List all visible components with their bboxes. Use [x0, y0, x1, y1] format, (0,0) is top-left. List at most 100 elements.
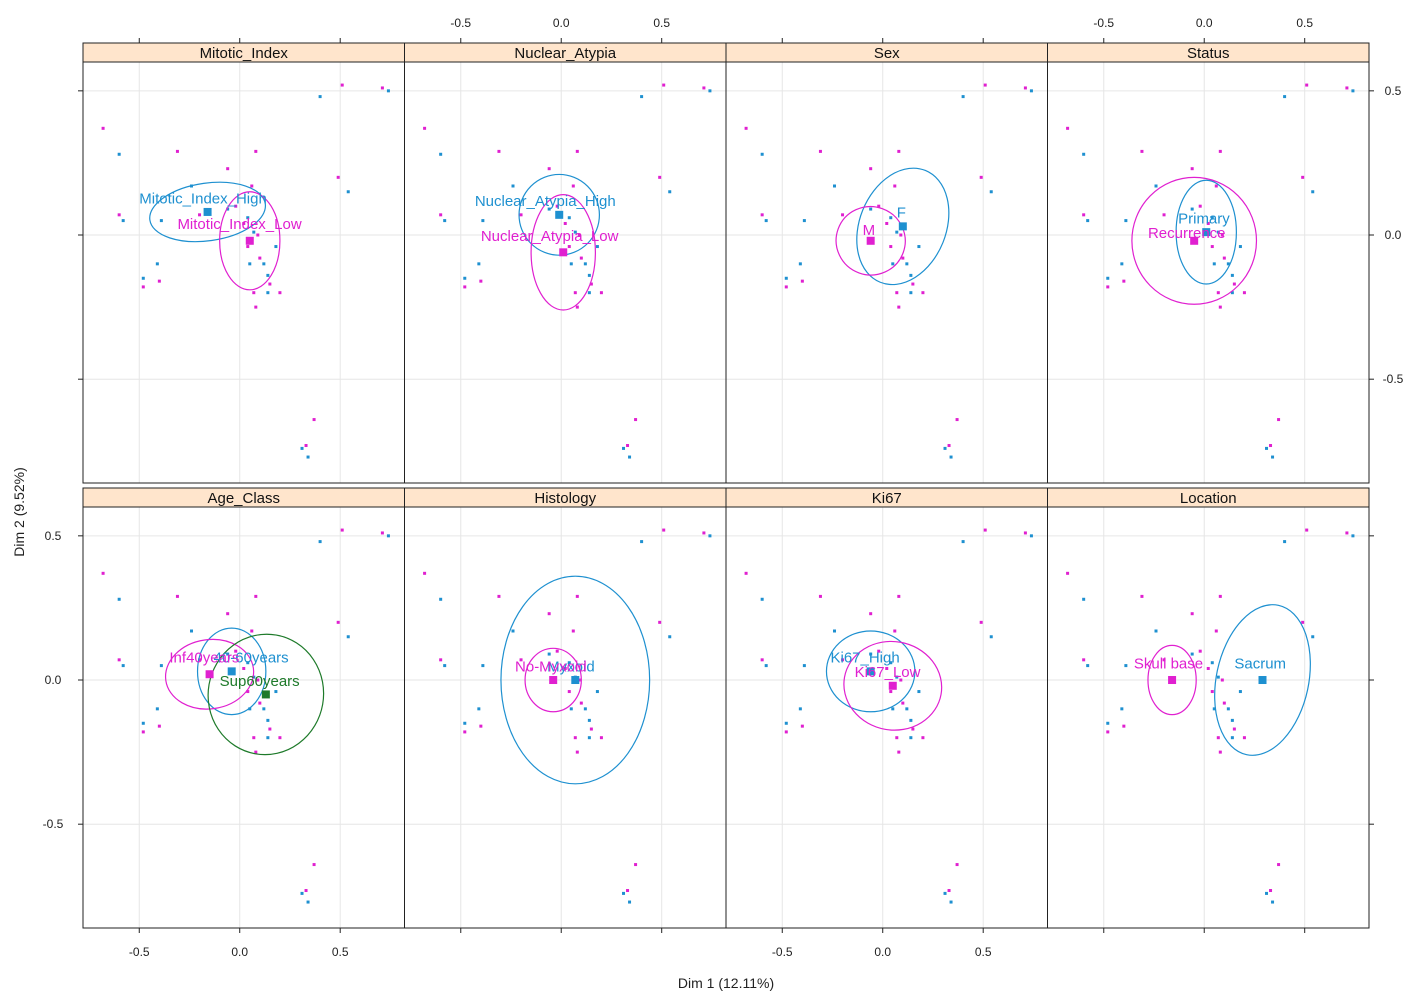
data-point: [1198, 649, 1202, 653]
data-point: [1086, 664, 1090, 668]
panel-border: [82, 61, 405, 484]
data-point: [1265, 446, 1269, 450]
data-point: [895, 230, 899, 234]
data-point: [1140, 149, 1144, 153]
data-point: [961, 540, 965, 544]
category-centroid: [549, 676, 558, 685]
data-point: [190, 629, 194, 633]
data-point: [897, 750, 901, 754]
data-point: [1106, 276, 1110, 280]
data-point: [1269, 444, 1273, 448]
data-point: [877, 649, 881, 653]
data-point: [802, 664, 806, 668]
data-point: [1190, 167, 1194, 171]
data-point: [141, 730, 145, 734]
data-point: [1232, 282, 1236, 286]
data-point: [252, 230, 256, 234]
data-point: [889, 690, 893, 694]
data-point: [708, 89, 712, 93]
data-point: [1082, 152, 1086, 156]
data-point: [949, 455, 953, 459]
data-point: [634, 863, 638, 867]
data-point: [266, 291, 270, 295]
data-point: [423, 126, 427, 130]
data-point: [1216, 675, 1220, 679]
data-point: [250, 184, 254, 188]
data-point: [911, 282, 915, 286]
data-point: [1351, 89, 1355, 93]
confidence-ellipse: [524, 647, 582, 713]
outer-axes: -0.5 0.0 0.5 -0.5 0.0 0.5 -0.5 0.0 0.5 -0.5 0.0 0.5…: [43, 16, 1404, 959]
data-point: [1082, 213, 1086, 217]
panel-border: [404, 61, 727, 484]
data-point: [1232, 727, 1236, 731]
data-point: [1122, 279, 1126, 283]
data-point: [567, 690, 571, 694]
panel-mitotic_index: Mitotic_Index Mitotic_Index_High Mitotic_I…: [82, 42, 405, 484]
data-point: [897, 149, 901, 153]
data-point: [1230, 273, 1234, 277]
panel-location: Location Sacrum Skull base: [1047, 487, 1370, 929]
data-point: [1086, 219, 1090, 223]
data-point: [234, 649, 238, 653]
data-point: [1301, 620, 1305, 624]
data-point: [547, 612, 551, 616]
data-point: [1023, 531, 1027, 535]
data-point: [1190, 652, 1194, 656]
data-point: [1277, 863, 1281, 867]
category-label: No-Myxoid: [515, 658, 587, 675]
data-point: [833, 184, 837, 188]
data-point: [622, 446, 626, 450]
data-point: [889, 661, 893, 665]
data-point: [905, 262, 909, 266]
data-point: [304, 889, 308, 893]
data-point: [841, 658, 845, 662]
data-point: [1066, 126, 1070, 130]
data-point: [477, 262, 481, 266]
data-point: [587, 273, 591, 277]
data-point: [1345, 86, 1349, 90]
data-point: [708, 534, 712, 538]
data-point: [1305, 528, 1309, 532]
confidence-ellipse: [500, 575, 651, 785]
data-point: [336, 620, 340, 624]
y-tick-label: 0.0: [1385, 228, 1402, 242]
data-point: [380, 86, 384, 90]
panel-border: [725, 506, 1048, 929]
data-point: [1210, 661, 1214, 665]
data-point: [702, 86, 706, 90]
data-point: [895, 675, 899, 679]
data-point: [306, 455, 310, 459]
data-point: [318, 540, 322, 544]
data-point: [869, 207, 873, 211]
category-label: M: [863, 222, 876, 239]
confidence-ellipse: [1175, 179, 1237, 285]
category-centroid: [888, 681, 897, 690]
confidence-ellipse: [843, 640, 943, 731]
data-point: [917, 245, 921, 249]
y-tick-label: 0.5: [1385, 84, 1402, 98]
data-point: [555, 204, 559, 208]
data-point: [1345, 531, 1349, 535]
category-centroid: [1202, 228, 1211, 237]
data-point: [575, 305, 579, 309]
data-point: [175, 149, 179, 153]
data-point: [1124, 664, 1128, 668]
panel-title: Histology: [534, 490, 596, 507]
data-point: [254, 305, 258, 309]
data-point: [258, 701, 262, 705]
data-point: [1351, 534, 1355, 538]
x-tick-label: 0.5: [975, 945, 992, 959]
data-point: [841, 213, 845, 217]
data-point: [662, 528, 666, 532]
data-point: [955, 863, 959, 867]
data-point: [1210, 690, 1214, 694]
data-point: [626, 889, 630, 893]
data-point: [226, 612, 230, 616]
y-tick-label: 0.5: [45, 529, 62, 543]
data-point: [1269, 889, 1273, 893]
data-point: [1206, 666, 1210, 670]
data-point: [252, 291, 256, 295]
data-point: [764, 219, 768, 223]
